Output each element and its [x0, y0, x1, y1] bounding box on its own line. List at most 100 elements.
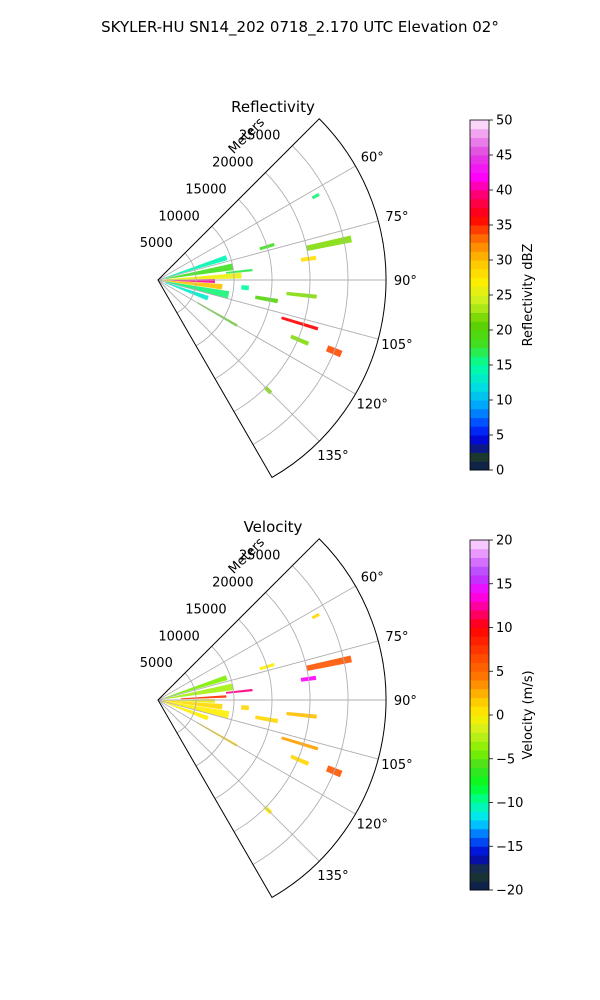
colorbar-segment: [470, 592, 489, 602]
colorbar-segment: [470, 251, 489, 261]
echo-gate: [165, 263, 234, 280]
azimuth-gridline: [157, 640, 379, 701]
echo-gate: [161, 701, 209, 721]
colorbar-segment: [470, 382, 489, 392]
colorbar-segment: [470, 881, 489, 891]
azimuth-gridline: [157, 699, 356, 815]
colorbar-tick-label: 15: [496, 577, 513, 592]
colorbar-tick-label: −10: [496, 796, 523, 811]
colorbar-segment: [470, 653, 489, 663]
azimuth-tick-label: 105°: [381, 758, 412, 773]
colorbar-segment: [470, 706, 489, 716]
azimuth-gridline: [157, 279, 320, 442]
echo-gate: [161, 280, 223, 290]
colorbar-segment: [470, 286, 489, 296]
range-ring: [214, 619, 273, 800]
velocity-sector-outline: [157, 538, 387, 899]
colorbar-segment: [470, 373, 489, 383]
figure-title: SKYLER-HU SN14_202 0718_2.170 UTC Elevat…: [101, 18, 499, 37]
echo-gate: [225, 268, 253, 274]
colorbar-tick-label: −15: [496, 840, 523, 855]
colorbar-segment: [470, 785, 489, 795]
velocity-colorbar: −20 −15 −10 −5 0 5 10 15 20 Velocity (m/s): [469, 534, 536, 899]
range-ring: [252, 145, 349, 445]
range-ring: [176, 672, 197, 734]
echo-gate: [311, 612, 320, 620]
echo-gate: [290, 334, 310, 346]
colorbar-segment: [470, 207, 489, 217]
colorbar-label: Reflectivity dBZ: [521, 244, 536, 347]
range-ring: [176, 252, 197, 314]
echo-gate: [254, 295, 279, 304]
velocity-panel: Velocity500010000150002000025000Meters60…: [140, 518, 536, 899]
azimuth-tick-label: 75°: [385, 210, 408, 225]
colorbar-segment: [470, 627, 489, 637]
velocity-title: Velocity: [244, 518, 303, 536]
colorbar-segment: [470, 242, 489, 252]
colorbar-segment: [470, 671, 489, 681]
colorbar-segment: [470, 732, 489, 742]
colorbar-tick-label: 50: [496, 114, 513, 129]
echo-gate: [165, 281, 230, 299]
colorbar-segment: [470, 426, 489, 436]
colorbar-segment: [470, 697, 489, 707]
azimuth-tick-label: 105°: [381, 338, 412, 353]
colorbar-label: Velocity (m/s): [521, 670, 536, 759]
colorbar-segment: [470, 846, 489, 856]
colorbar-segment: [470, 233, 489, 243]
colorbar-segment: [470, 793, 489, 803]
colorbar-segment: [470, 618, 489, 628]
colorbar-segment: [470, 172, 489, 182]
colorbar-tick-label: 10: [496, 621, 513, 636]
colorbar-segment: [470, 330, 489, 340]
echo-gate: [161, 272, 242, 280]
radial-tick-label: 20000: [212, 156, 253, 171]
colorbar-segment: [470, 181, 489, 191]
colorbar-segment: [470, 163, 489, 173]
colorbar-tick-label: 20: [496, 534, 513, 549]
colorbar-tick-label: 35: [496, 219, 513, 234]
colorbar-segment: [470, 408, 489, 418]
colorbar-segment: [470, 767, 489, 777]
echo-gate: [254, 715, 279, 724]
colorbar-segment: [470, 260, 489, 270]
colorbar-segment: [470, 758, 489, 768]
colorbar-segment: [470, 548, 489, 558]
echo-gate: [161, 700, 223, 710]
colorbar-segment: [470, 303, 489, 313]
colorbar-segment: [470, 137, 489, 147]
colorbar-segment: [470, 347, 489, 357]
colorbar-tick-label: 0: [496, 709, 504, 724]
colorbar-segment: [470, 636, 489, 646]
radial-tick-label: 10000: [158, 209, 199, 224]
colorbar-tick-label: 15: [496, 359, 513, 374]
colorbar-segment: [470, 435, 489, 445]
colorbar-tick-label: 5: [496, 665, 504, 680]
colorbar-segment: [470, 312, 489, 322]
colorbar-segment: [470, 216, 489, 226]
colorbar-segment: [470, 295, 489, 305]
azimuth-tick-label: 120°: [357, 818, 388, 833]
echo-gate: [241, 285, 250, 291]
azimuth-gridline: [157, 165, 356, 281]
colorbar-tick-label: 30: [496, 254, 513, 269]
colorbar-segment: [470, 820, 489, 830]
azimuth-tick-label: 75°: [385, 630, 408, 645]
colorbar-segment: [470, 863, 489, 873]
colorbar-tick-label: 45: [496, 149, 513, 164]
echo-gate: [161, 675, 228, 699]
colorbar-tick-label: −5: [496, 752, 515, 767]
colorbar-segment: [470, 837, 489, 847]
azimuth-tick-label: 90°: [394, 274, 417, 289]
azimuth-tick-label: 60°: [361, 150, 384, 165]
range-ring: [195, 645, 235, 767]
colorbar-segment: [470, 811, 489, 821]
colorbar-segment: [470, 715, 489, 725]
echo-gate: [165, 282, 209, 301]
colorbar-segment: [470, 146, 489, 156]
colorbar-segment: [470, 723, 489, 733]
colorbar-segment: [470, 321, 489, 331]
radial-tick-label: 15000: [185, 602, 226, 617]
reflectivity-title: Reflectivity: [231, 98, 315, 116]
azimuth-gridline: [157, 279, 356, 395]
